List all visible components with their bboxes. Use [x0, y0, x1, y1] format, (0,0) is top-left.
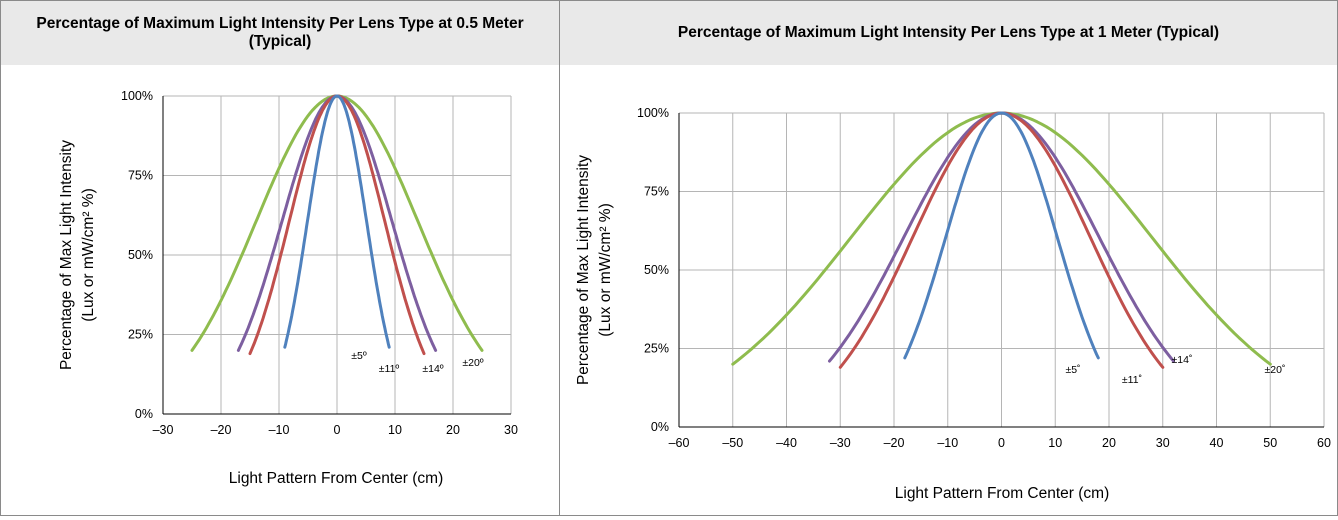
- x-tick-label: 10: [1048, 436, 1062, 450]
- left-chart-header-text: Percentage of Maximum Light Intensity Pe…: [36, 15, 524, 50]
- x-tick-label: 30: [1156, 436, 1170, 450]
- y-tick-label: 50%: [128, 248, 153, 262]
- right-chart-svg: –60 –50 –40 –30 –20 –10 0 10 20 30 40 50 60 0% 25% 50% 7…: [575, 106, 1331, 502]
- left-chart-header: Percentage of Maximum Light Intensity Pe…: [0, 0, 560, 66]
- series-annotation: ±20˚: [1265, 364, 1286, 376]
- x-tick-label: –10: [937, 436, 958, 450]
- x-tick-label: 20: [1102, 436, 1116, 450]
- series-line-3: [903, 111, 1100, 360]
- right-chart-cell: –60 –50 –40 –30 –20 –10 0 10 20 30 40 50 60 0% 25% 50% 7…: [559, 65, 1338, 516]
- x-tick-label: –20: [211, 423, 232, 437]
- series-annotation: ±5º: [351, 350, 367, 362]
- y-tick-label: 0%: [135, 407, 153, 421]
- x-tick-label: –10: [269, 423, 290, 437]
- chart-grid: [162, 95, 512, 415]
- y-tick-label: 0%: [651, 420, 669, 434]
- x-tick-label: –20: [884, 436, 905, 450]
- y-tick-label: 100%: [637, 106, 669, 120]
- x-axis-title: Light Pattern From Center (cm): [229, 470, 443, 487]
- right-chart-header-text: Percentage of Maximum Light Intensity Pe…: [677, 24, 1220, 41]
- x-tick-label: –60: [669, 436, 690, 450]
- series-line-3: [283, 94, 391, 349]
- series-annotation: ±11º: [379, 363, 400, 375]
- x-tick-label: 10: [388, 423, 402, 437]
- y-axis-title-line1: Percentage of Max Light Intensity: [575, 155, 592, 385]
- series-annotation: ±20º: [462, 357, 483, 369]
- x-tick-label: 50: [1263, 436, 1277, 450]
- x-tick-label: –50: [722, 436, 743, 450]
- y-tick-label: 25%: [644, 342, 669, 356]
- y-tick-label: 50%: [644, 263, 669, 277]
- y-tick-label: 75%: [644, 185, 669, 199]
- y-axis-title-line1: Percentage of Max Light Intensity: [58, 140, 75, 370]
- x-tick-label: 0: [998, 436, 1005, 450]
- x-tick-label: 30: [504, 423, 518, 437]
- y-axis-title-line2: (Lux or mW/cm² %): [597, 203, 614, 336]
- y-axis-title-line2: (Lux or mW/cm² %): [80, 188, 97, 321]
- series-annotation: ±11˚: [1122, 374, 1142, 386]
- left-chart-cell: –30 –20 –10 0 10 20 30 0% 25% 50% 75% 100% Light Pat…: [0, 65, 560, 516]
- x-tick-label: 20: [446, 423, 460, 437]
- series-annotation: ±14º: [422, 363, 443, 375]
- y-tick-label: 100%: [121, 89, 153, 103]
- right-chart-header: Percentage of Maximum Light Intensity Pe…: [559, 0, 1338, 66]
- y-tick-label: 75%: [128, 169, 153, 183]
- chart-grid: [678, 112, 1325, 428]
- x-tick-label: –30: [830, 436, 851, 450]
- x-tick-label: –30: [153, 423, 174, 437]
- left-chart-svg: –30 –20 –10 0 10 20 30 0% 25% 50% 75% 100% Light Pat…: [58, 89, 518, 487]
- x-tick-label: 0: [334, 423, 341, 437]
- x-tick-label: –40: [776, 436, 797, 450]
- x-tick-label: 60: [1317, 436, 1331, 450]
- x-axis-title: Light Pattern From Center (cm): [895, 485, 1109, 502]
- series-annotation: ±5˚: [1065, 364, 1080, 376]
- x-tick-label: 40: [1210, 436, 1224, 450]
- series-annotation: ±14˚: [1172, 354, 1193, 366]
- y-tick-label: 25%: [128, 328, 153, 342]
